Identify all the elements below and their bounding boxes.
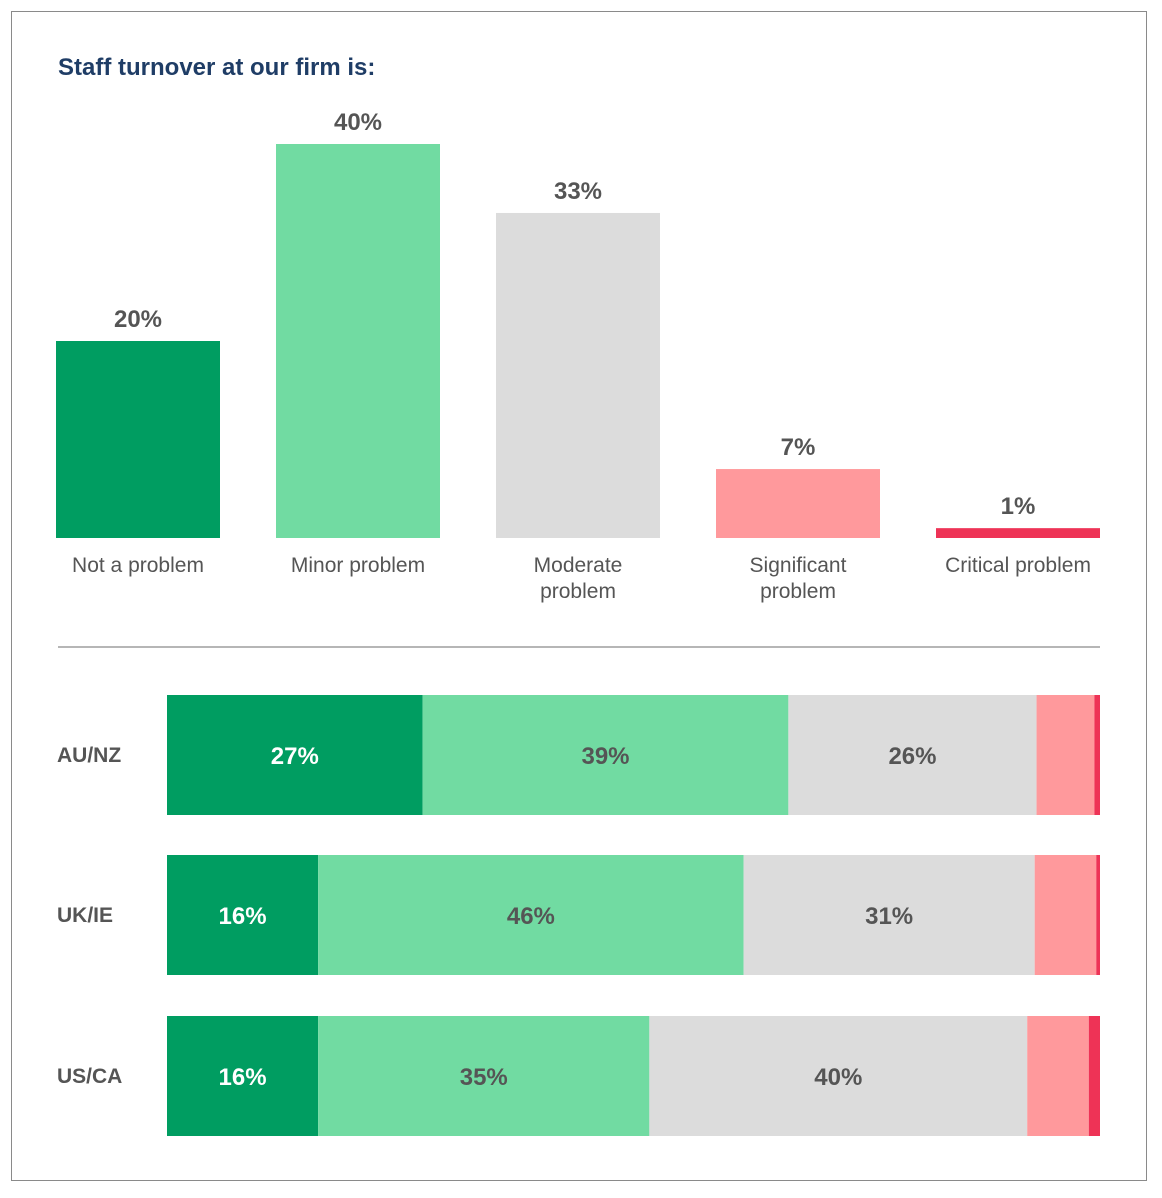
chart-title: Staff turnover at our firm is: — [58, 54, 376, 81]
chart-frame — [11, 11, 1147, 1181]
segment-value-label: 16% — [219, 1064, 267, 1091]
stacked-segment — [1096, 855, 1100, 975]
stacked-segment — [1094, 695, 1100, 815]
stacked-segment — [422, 695, 789, 815]
category-label: problem — [540, 580, 616, 603]
stacked-segment — [649, 1016, 1028, 1136]
segment-value-label: 35% — [460, 1064, 508, 1091]
stacked-segment — [1034, 855, 1097, 975]
category-label: Moderate — [534, 554, 623, 577]
segment-value-label: 16% — [219, 903, 267, 930]
segment-value-label: 27% — [271, 743, 319, 770]
segment-value-label: 39% — [581, 743, 629, 770]
vertical-bar-chart: 20% Not a problem 40% Minor problem 33% Moder… — [56, 109, 1100, 603]
bar-value-label: 1% — [1001, 493, 1036, 520]
segment-value-label: 26% — [888, 743, 936, 770]
stacked-segment — [318, 855, 744, 975]
row-label: AU/NZ — [57, 744, 121, 767]
stacked-segment — [167, 855, 319, 975]
stacked-segment — [1088, 1016, 1100, 1136]
stacked-segment — [1036, 695, 1095, 815]
bar-value-label: 7% — [781, 434, 816, 461]
row-label: US/CA — [57, 1065, 122, 1088]
stacked-segment — [743, 855, 1035, 975]
stacked-segment — [788, 695, 1037, 815]
bar — [56, 341, 220, 538]
stacked-bar-chart: AU/NZ 27% 39% 26% UK/IE 16% 46% 31% US/CA 16% 35% 4… — [57, 695, 1100, 1136]
category-label: problem — [760, 580, 836, 603]
stacked-segment — [167, 695, 423, 815]
bar — [936, 528, 1100, 538]
segment-value-label: 40% — [814, 1064, 862, 1091]
category-label: Minor problem — [291, 554, 425, 577]
stacked-segment — [318, 1016, 650, 1136]
stacked-segment — [1027, 1016, 1089, 1136]
stacked-segment — [167, 1016, 319, 1136]
row-label: UK/IE — [57, 904, 113, 927]
bar — [496, 212, 660, 538]
category-label: Not a problem — [72, 554, 204, 577]
bar-value-label: 40% — [334, 109, 382, 136]
bar — [716, 469, 880, 538]
bar — [276, 144, 440, 538]
segment-value-label: 46% — [507, 903, 555, 930]
bar-value-label: 20% — [114, 306, 162, 333]
category-label: Significant — [750, 554, 847, 577]
bar-value-label: 33% — [554, 178, 602, 205]
category-label: Critical problem — [945, 554, 1091, 577]
segment-value-label: 31% — [865, 903, 913, 930]
